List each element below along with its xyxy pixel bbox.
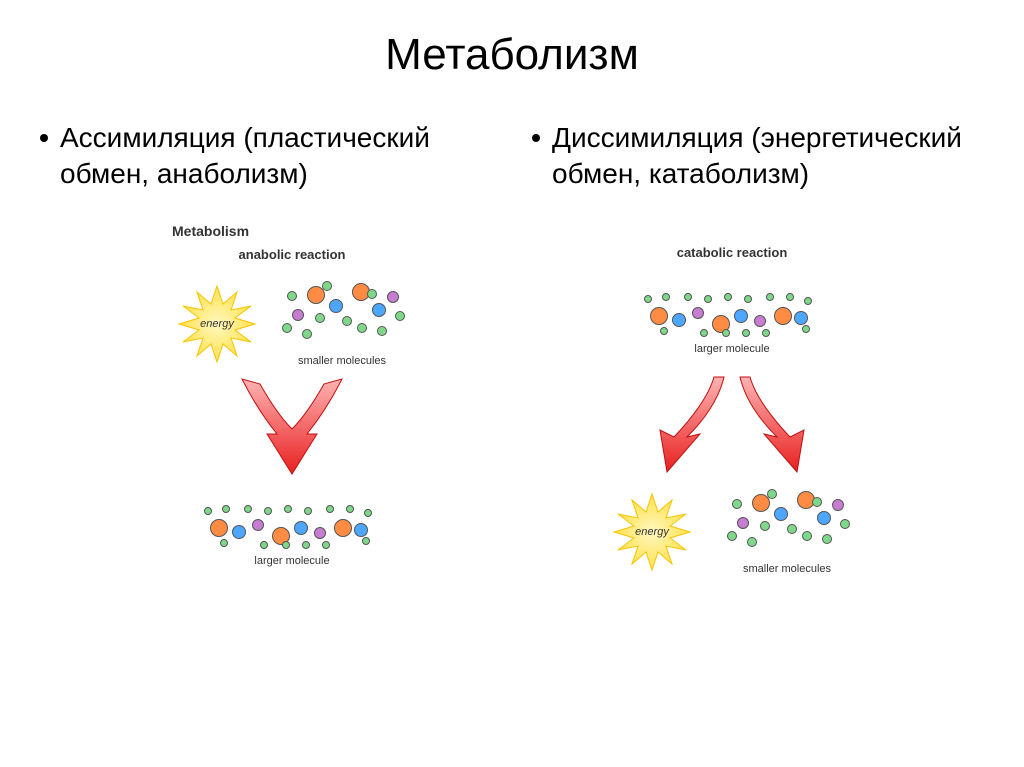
converge-arrow	[122, 374, 462, 484]
bullet-columns: Ассимиляция (пластический обмен, анаболи…	[40, 120, 984, 213]
right-bullet-text: Диссимиляция (энергетический обмен, ката…	[552, 120, 984, 193]
bullet-icon	[532, 134, 540, 142]
smaller-molecules-label: smaller molecules	[298, 355, 386, 367]
anabolic-bottom: larger molecule	[122, 484, 462, 584]
smaller-molecules-label: smaller molecules	[743, 563, 831, 575]
energy-label: energy	[635, 526, 669, 538]
diagram-row: Metabolism anabolic reaction energy s	[40, 223, 984, 584]
anabolic-label: anabolic reaction	[122, 247, 462, 262]
scattered-molecules	[277, 281, 407, 351]
anabolic-top: energy smaller molecules	[122, 274, 462, 374]
catabolic-diagram: catabolic reaction larger molecule	[562, 223, 902, 584]
metabolism-label: Metabolism	[172, 223, 462, 239]
page-title: Метаболизм	[40, 30, 984, 80]
right-bullet-item: Диссимиляция (энергетический обмен, ката…	[532, 120, 984, 193]
smaller-molecules-top: smaller molecules	[277, 281, 407, 367]
chain-molecule	[202, 501, 382, 551]
diverge-arrow	[562, 372, 902, 482]
energy-star-icon: energy	[177, 284, 257, 364]
left-column: Ассимиляция (пластический обмен, анаболи…	[40, 120, 492, 213]
larger-molecule-label: larger molecule	[254, 555, 329, 567]
energy-label: energy	[200, 318, 234, 330]
left-bullet-item: Ассимиляция (пластический обмен, анаболи…	[40, 120, 492, 193]
energy-star-icon: energy	[612, 492, 692, 572]
larger-molecule-label: larger molecule	[694, 343, 769, 355]
bullet-icon	[40, 134, 48, 142]
catabolic-bottom: energy smaller molecules	[562, 482, 902, 582]
larger-molecule-bottom: larger molecule	[202, 501, 382, 567]
larger-molecule-top: larger molecule	[642, 289, 822, 355]
smaller-molecules-bottom: smaller molecules	[722, 489, 852, 575]
catabolic-top: larger molecule	[562, 272, 902, 372]
right-column: Диссимиляция (энергетический обмен, ката…	[532, 120, 984, 213]
catabolic-label: catabolic reaction	[562, 245, 902, 260]
chain-molecule	[642, 289, 822, 339]
left-bullet-text: Ассимиляция (пластический обмен, анаболи…	[60, 120, 492, 193]
scattered-molecules	[722, 489, 852, 559]
anabolic-diagram: Metabolism anabolic reaction energy s	[122, 223, 462, 584]
